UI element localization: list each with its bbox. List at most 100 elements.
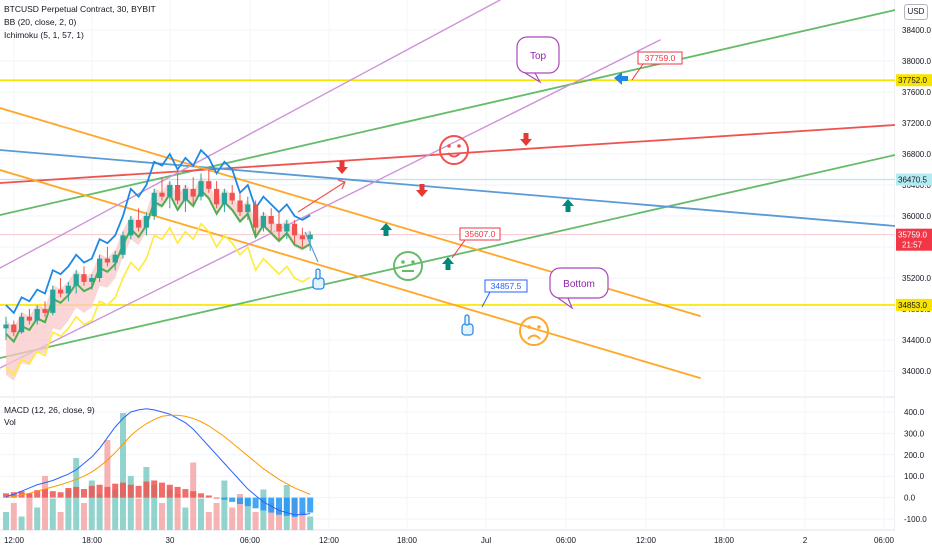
- macd-indicator-label[interactable]: MACD (12, 26, close, 9): [4, 405, 95, 415]
- annotations-layer: Top Bottom 37759.0 35607.0 34857.5: [297, 36, 683, 346]
- candle-body: [206, 181, 212, 189]
- projection-arrow-up: [297, 181, 346, 213]
- candle-body: [73, 274, 79, 286]
- volume-bar: [57, 512, 64, 530]
- candle-body: [229, 192, 235, 201]
- callout-box: [484, 279, 528, 293]
- callout-leader: [451, 239, 466, 259]
- volume-bar: [237, 494, 243, 530]
- volume-indicator-label[interactable]: Vol: [4, 417, 16, 427]
- volume-bar: [49, 498, 56, 530]
- symbol-title[interactable]: BTCUSD Perpetual Contract, 30, BYBIT: [4, 4, 156, 14]
- macd-axis[interactable]: 400.0 300.0 200.0 100.0 0.0 -100.0: [904, 408, 927, 524]
- price-tick-label: 36800.0: [902, 150, 931, 159]
- volume-bar: [252, 512, 259, 530]
- volume-bar: [120, 413, 126, 530]
- macd-histogram-bar: [307, 497, 314, 513]
- macd-histogram-bar: [81, 489, 87, 498]
- callout-leader: [631, 63, 644, 81]
- volume-bar: [104, 440, 111, 530]
- time-tick-label: 18:00: [82, 536, 103, 545]
- price-tick-label: 37200.0: [902, 119, 931, 128]
- projection-arrow-down: [304, 231, 319, 263]
- time-axis[interactable]: 12:00 18:00 30 06:00 12:00 18:00 Jul 06:00 12:00…: [4, 536, 895, 545]
- volume-bar: [276, 507, 282, 530]
- time-tick-label: 06:00: [240, 536, 261, 545]
- candle-body: [65, 285, 71, 294]
- candle-body: [81, 274, 87, 282]
- price-tick-label: 34000.0: [902, 367, 931, 376]
- sad-face-icon: [519, 316, 549, 346]
- callout-text: 37759.0: [645, 53, 676, 63]
- candle-body: [26, 316, 32, 321]
- time-tick-label: 06:00: [556, 536, 577, 545]
- volume-bar: [42, 476, 48, 530]
- pointing-hand-icon: [461, 314, 474, 336]
- bubble-text: Bottom: [563, 279, 595, 290]
- time-tick-label: 12:00: [636, 536, 657, 545]
- candle-body: [3, 324, 9, 329]
- volume-bar: [26, 494, 33, 530]
- macd-histogram-bar: [190, 491, 197, 498]
- macd-histogram-bar: [213, 497, 220, 499]
- callout-37759: 37759.0: [631, 51, 683, 81]
- macd-histogram-bar: [96, 484, 103, 498]
- macd-histogram-bar: [205, 495, 212, 498]
- candle-body: [198, 181, 204, 197]
- face-outline: [439, 135, 469, 165]
- time-tick-label: 18:00: [714, 536, 735, 545]
- bubble-tail: [524, 72, 542, 84]
- bubble-text: Top: [530, 51, 547, 62]
- macd-histogram-bar: [57, 492, 64, 498]
- trend-line-blue: [0, 149, 896, 227]
- price-tick-label: 36000.0: [902, 212, 931, 221]
- macd-histogram-bar: [65, 487, 72, 498]
- macd-histogram-bar: [268, 497, 275, 513]
- bubble-box: [516, 36, 560, 74]
- callout-box: [459, 227, 501, 241]
- macd-histogram-bar: [127, 484, 134, 498]
- volume-bar: [174, 494, 181, 530]
- candle-body: [159, 192, 165, 197]
- price-tick-label: 34400.0: [902, 336, 931, 345]
- macd-tick-label: 200.0: [904, 451, 925, 460]
- volume-bar: [34, 507, 41, 530]
- volume-bar: [151, 485, 158, 530]
- candle-body: [245, 204, 251, 213]
- price-badge-countdown: 21:57: [902, 241, 923, 250]
- volume-bar: [268, 503, 275, 530]
- bubble-tail: [557, 297, 574, 310]
- volume-bar: [198, 498, 204, 530]
- price-badge-label: 37752.0: [898, 76, 927, 85]
- hand-palm: [461, 323, 474, 336]
- trend-line-green-upper: [0, 9, 896, 216]
- macd-histogram-bar: [174, 486, 181, 498]
- trend-line-red: [0, 124, 896, 184]
- callout-text: 34857.5: [491, 281, 522, 291]
- candle-body: [214, 188, 220, 205]
- candle-body: [50, 289, 56, 313]
- volume-bar: [143, 467, 150, 530]
- price-tick-label: 37600.0: [902, 88, 931, 97]
- time-tick-label: 06:00: [874, 536, 895, 545]
- currency-badge[interactable]: USD: [904, 4, 928, 20]
- macd-histogram-bar: [88, 485, 95, 498]
- volume-bar: [135, 498, 142, 530]
- macd-histogram-bar: [135, 485, 142, 498]
- price-axis[interactable]: 38400.038000.037600.037200.036800.036400…: [895, 0, 932, 550]
- face-eye: [401, 260, 405, 264]
- macd-histogram-bar: [143, 481, 150, 498]
- candle-body: [182, 188, 188, 201]
- arrow-left-icon: [614, 72, 628, 85]
- ichimoku-indicator-label[interactable]: Ichimoku (5, 1, 57, 1): [4, 30, 84, 40]
- candle-body: [221, 192, 227, 205]
- bb-indicator-label[interactable]: BB (20, close, 2, 0): [4, 17, 77, 27]
- hand-palm: [312, 277, 325, 290]
- callout-leader: [481, 291, 491, 308]
- macd-histogram-bar: [260, 497, 267, 511]
- volume-bar: [81, 503, 87, 530]
- price-badge: [896, 298, 932, 311]
- callout-35607: 35607.0: [451, 227, 501, 259]
